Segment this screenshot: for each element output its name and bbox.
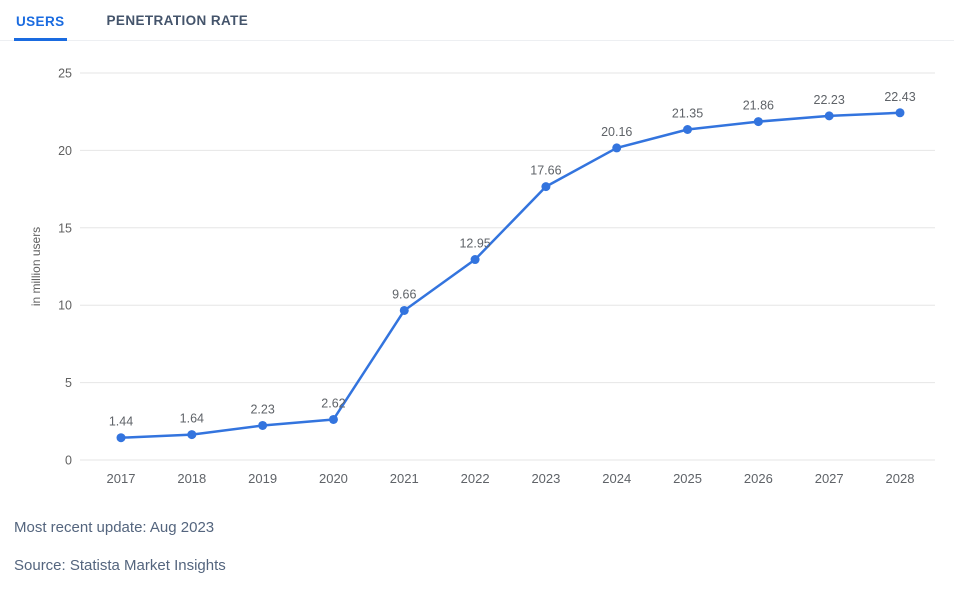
x-tick-label: 2023 xyxy=(531,471,560,486)
y-axis-title: in million users xyxy=(29,227,43,306)
data-point-label: 2.23 xyxy=(250,402,274,416)
source-note: Source: Statista Market Insights xyxy=(14,557,226,574)
x-tick-label: 2018 xyxy=(177,471,206,486)
y-tick-label: 10 xyxy=(58,299,72,313)
data-point[interactable] xyxy=(328,414,338,424)
data-point-label: 17.66 xyxy=(530,164,561,178)
data-point[interactable] xyxy=(683,125,693,135)
data-point[interactable] xyxy=(824,111,834,121)
y-tick-label: 5 xyxy=(65,376,72,390)
x-tick-label: 2020 xyxy=(319,471,348,486)
data-point-label: 22.43 xyxy=(884,90,915,104)
data-point[interactable] xyxy=(399,305,409,315)
data-point[interactable] xyxy=(753,117,763,127)
x-tick-label: 2019 xyxy=(248,471,277,486)
x-tick-label: 2025 xyxy=(673,471,702,486)
data-point-label: 2.62 xyxy=(321,396,345,410)
data-point-label: 12.95 xyxy=(459,237,490,251)
data-point-label: 21.35 xyxy=(672,107,703,121)
y-tick-label: 25 xyxy=(58,67,72,81)
data-point[interactable] xyxy=(470,255,480,265)
data-point-label: 9.66 xyxy=(392,287,416,301)
y-tick-label: 15 xyxy=(58,221,72,235)
x-tick-label: 2017 xyxy=(107,471,136,486)
data-point[interactable] xyxy=(116,433,126,443)
data-point[interactable] xyxy=(612,143,622,153)
data-point-label: 21.86 xyxy=(743,99,774,113)
data-point[interactable] xyxy=(895,108,905,118)
x-tick-label: 2027 xyxy=(815,471,844,486)
data-point[interactable] xyxy=(541,182,551,192)
x-tick-label: 2022 xyxy=(461,471,490,486)
data-point-label: 22.23 xyxy=(814,93,845,107)
x-tick-label: 2026 xyxy=(744,471,773,486)
y-tick-label: 0 xyxy=(65,454,72,468)
tab-bar: USERS PENETRATION RATE xyxy=(0,0,954,41)
tab-users[interactable]: USERS xyxy=(14,14,67,41)
data-point[interactable] xyxy=(258,420,268,430)
x-tick-label: 2028 xyxy=(886,471,915,486)
tab-penetration-rate[interactable]: PENETRATION RATE xyxy=(106,13,249,28)
data-point-label: 20.16 xyxy=(601,125,632,139)
data-point-label: 1.44 xyxy=(109,415,133,429)
y-tick-label: 20 xyxy=(58,144,72,158)
x-tick-label: 2024 xyxy=(602,471,631,486)
last-update-note: Most recent update: Aug 2023 xyxy=(14,519,215,536)
x-tick-label: 2021 xyxy=(390,471,419,486)
data-point-label: 1.64 xyxy=(180,412,204,426)
series-line xyxy=(119,111,902,439)
data-point[interactable] xyxy=(187,430,197,440)
